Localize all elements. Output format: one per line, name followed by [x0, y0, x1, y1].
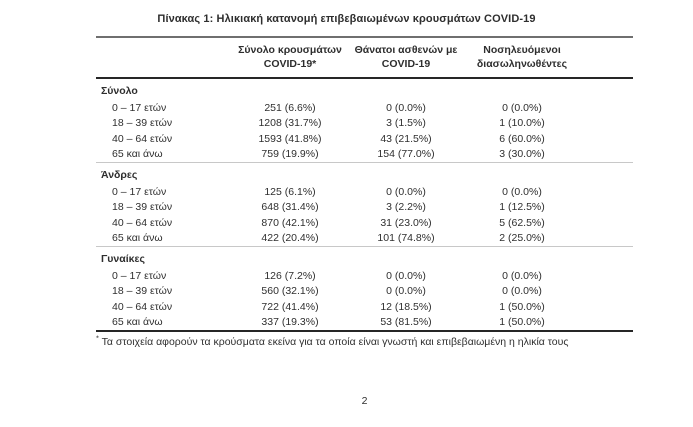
age-cell: 40 – 64 ετών — [112, 300, 173, 313]
cases-cell: 1593 (41.8%) — [258, 132, 322, 145]
table-row: 0 – 17 ετών 126 (7.2%) 0 (0.0%) 0 (0.0%) — [96, 268, 633, 284]
age-cell: 65 και άνω — [112, 232, 163, 245]
header-intubated-line2: διασωληνωθέντες — [476, 58, 568, 70]
cases-cell: 560 (32.1%) — [261, 285, 319, 298]
intubated-cell: 3 (30.0%) — [499, 148, 545, 161]
cases-cell: 126 (7.2%) — [264, 269, 316, 282]
intubated-cell: 2 (25.0%) — [499, 232, 545, 245]
intubated-cell: 0 (0.0%) — [502, 285, 542, 298]
intubated-cell: 1 (12.5%) — [499, 201, 545, 214]
table-row: 18 – 39 ετών 1208 (31.7%) 3 (1.5%) 1 (10… — [96, 116, 633, 132]
intubated-cell: 6 (60.0%) — [499, 132, 545, 145]
cases-cell: 422 (20.4%) — [261, 232, 319, 245]
section-label: Άνδρες — [101, 169, 138, 181]
header-total-cases: Σύνολο κρουσμάτων COVID-19* — [230, 43, 350, 71]
age-cell: 0 – 17 ετών — [112, 269, 167, 282]
header-deaths: Θάνατοι ασθενών με COVID-19 — [350, 43, 462, 71]
cases-cell: 1208 (31.7%) — [258, 117, 322, 130]
table-row: 18 – 39 ετών 648 (31.4%) 3 (2.2%) 1 (12.… — [96, 200, 633, 216]
intubated-cell: 0 (0.0%) — [502, 185, 542, 198]
deaths-cell: 43 (21.5%) — [380, 132, 432, 145]
page-number: 2 — [361, 395, 368, 407]
table-footnote: * Τα στοιχεία αφορούν τα κρούσματα εκείν… — [96, 333, 633, 348]
header-total-cases-line1: Σύνολο κρουσμάτων — [238, 44, 342, 56]
deaths-cell: 0 (0.0%) — [386, 269, 426, 282]
age-cell: 0 – 17 ετών — [112, 185, 167, 198]
intubated-cell: 0 (0.0%) — [502, 269, 542, 282]
section-total: Σύνολο 0 – 17 ετών 251 (6.6%) 0 (0.0%) 0… — [96, 79, 633, 162]
cases-cell: 648 (31.4%) — [261, 201, 319, 214]
cases-cell: 337 (19.3%) — [261, 316, 319, 329]
intubated-cell: 1 (50.0%) — [499, 300, 545, 313]
table-header-row: Σύνολο κρουσμάτων COVID-19* Θάνατοι ασθε… — [96, 38, 633, 79]
deaths-cell: 31 (23.0%) — [380, 216, 432, 229]
table-row: 65 και άνω 337 (19.3%) 53 (81.5%) 1 (50.… — [96, 315, 633, 331]
cases-cell: 722 (41.4%) — [261, 300, 319, 313]
cases-cell: 251 (6.6%) — [264, 101, 316, 114]
deaths-cell: 0 (0.0%) — [386, 285, 426, 298]
section-label: Σύνολο — [101, 85, 138, 97]
deaths-cell: 0 (0.0%) — [386, 101, 426, 114]
deaths-cell: 3 (2.2%) — [386, 201, 426, 214]
intubated-cell: 1 (10.0%) — [499, 117, 545, 130]
section-label: Γυναίκες — [101, 253, 145, 265]
section-women: Γυναίκες 0 – 17 ετών 126 (7.2%) 0 (0.0%)… — [96, 246, 633, 330]
age-cell: 18 – 39 ετών — [112, 201, 173, 214]
table-row: 0 – 17 ετών 251 (6.6%) 0 (0.0%) 0 (0.0%) — [96, 100, 633, 116]
header-intubated: Νοσηλευόμενοι διασωληνωθέντες — [462, 43, 582, 71]
deaths-cell: 3 (1.5%) — [386, 117, 426, 130]
deaths-cell: 154 (77.0%) — [377, 148, 435, 161]
header-total-cases-line2: COVID-19* — [263, 58, 317, 70]
deaths-cell: 53 (81.5%) — [380, 316, 432, 329]
age-cell: 18 – 39 ετών — [112, 117, 173, 130]
deaths-cell: 101 (74.8%) — [377, 232, 435, 245]
footnote-asterisk: * — [96, 333, 99, 343]
intubated-cell: 0 (0.0%) — [502, 101, 542, 114]
cases-cell: 759 (19.9%) — [261, 148, 319, 161]
deaths-cell: 0 (0.0%) — [386, 185, 426, 198]
age-cell: 18 – 39 ετών — [112, 285, 173, 298]
table-title: Πίνακας 1: Ηλικιακή κατανομή επιβεβαιωμέ… — [157, 13, 536, 25]
age-cell: 40 – 64 ετών — [112, 132, 173, 145]
table-row: 65 και άνω 422 (20.4%) 101 (74.8%) 2 (25… — [96, 231, 633, 247]
age-cell: 0 – 17 ετών — [112, 101, 167, 114]
intubated-cell: 1 (50.0%) — [499, 316, 545, 329]
footnote-text: Τα στοιχεία αφορούν τα κρούσματα εκείνα … — [101, 336, 569, 348]
table-row: 40 – 64 ετών 870 (42.1%) 31 (23.0%) 5 (6… — [96, 215, 633, 231]
header-intubated-line1: Νοσηλευόμενοι — [483, 44, 561, 56]
covid-age-distribution-table: Σύνολο κρουσμάτων COVID-19* Θάνατοι ασθε… — [96, 36, 633, 332]
intubated-cell: 5 (62.5%) — [499, 216, 545, 229]
table-row: 40 – 64 ετών 1593 (41.8%) 43 (21.5%) 6 (… — [96, 131, 633, 147]
section-men: Άνδρες 0 – 17 ετών 125 (6.1%) 0 (0.0%) 0… — [96, 162, 633, 246]
table-row: 18 – 39 ετών 560 (32.1%) 0 (0.0%) 0 (0.0… — [96, 284, 633, 300]
table-body: Σύνολο 0 – 17 ετών 251 (6.6%) 0 (0.0%) 0… — [96, 79, 633, 330]
table-row: 40 – 64 ετών 722 (41.4%) 12 (18.5%) 1 (5… — [96, 299, 633, 315]
cases-cell: 870 (42.1%) — [261, 216, 319, 229]
header-deaths-line1: Θάνατοι ασθενών με — [354, 44, 458, 56]
age-cell: 40 – 64 ετών — [112, 216, 173, 229]
table-row: 65 και άνω 759 (19.9%) 154 (77.0%) 3 (30… — [96, 147, 633, 163]
deaths-cell: 12 (18.5%) — [380, 300, 432, 313]
age-cell: 65 και άνω — [112, 148, 163, 161]
table-row: 0 – 17 ετών 125 (6.1%) 0 (0.0%) 0 (0.0%) — [96, 184, 633, 200]
age-cell: 65 και άνω — [112, 316, 163, 329]
cases-cell: 125 (6.1%) — [264, 185, 316, 198]
header-deaths-line2: COVID-19 — [381, 58, 431, 70]
